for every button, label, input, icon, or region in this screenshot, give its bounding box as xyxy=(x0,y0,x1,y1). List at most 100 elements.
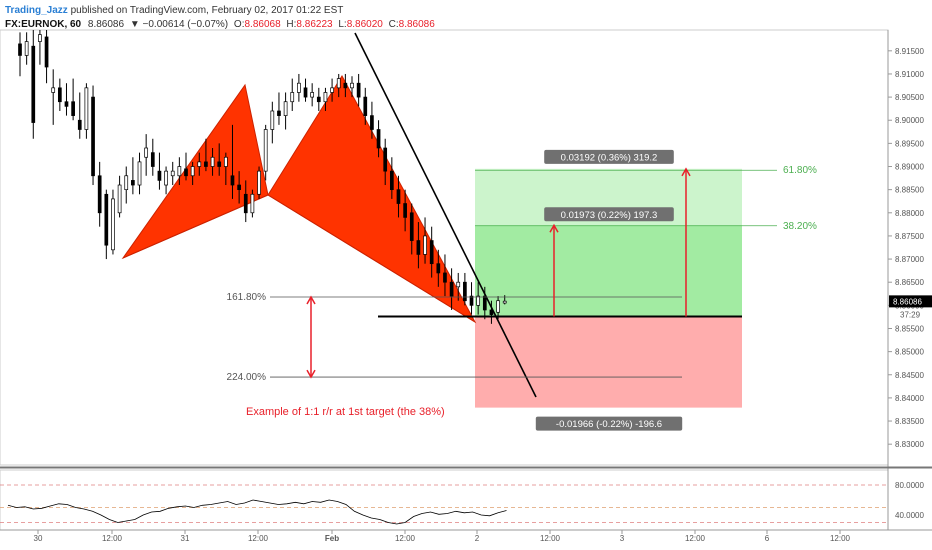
stop-zone xyxy=(475,316,742,408)
candle-body xyxy=(97,175,102,214)
target-2-badge: 0.03192 (0.36%) 319.2 xyxy=(561,152,658,163)
time-tick-label: 12:00 xyxy=(102,534,123,543)
candle-body xyxy=(270,110,275,130)
harmonic-pattern xyxy=(121,75,477,324)
candle-body xyxy=(476,295,481,306)
candle-body xyxy=(356,82,361,98)
time-tick-label: 12:00 xyxy=(830,534,851,543)
candle-body xyxy=(104,193,109,246)
candle-body xyxy=(423,235,427,255)
rsi-tick-label: 80.0000 xyxy=(895,481,924,490)
candle-body xyxy=(303,87,308,98)
candle-body xyxy=(449,281,454,297)
candle-body xyxy=(64,101,69,107)
candle-body xyxy=(150,152,155,167)
candle-body xyxy=(370,115,374,130)
ohlc-l: 8.86020 xyxy=(347,19,384,30)
symbol-label: FX:EURNOK, 60 xyxy=(5,19,82,30)
price-tick-label: 8.90000 xyxy=(895,116,924,125)
candle-body xyxy=(263,129,268,172)
candle-body xyxy=(250,193,255,214)
position-boxes xyxy=(475,168,742,408)
candle-body xyxy=(496,300,500,313)
time-tick-label: 12:00 xyxy=(540,534,561,543)
price-tick-label: 8.91000 xyxy=(895,70,924,79)
candle-body xyxy=(336,78,341,89)
price-tick-label: 8.89500 xyxy=(895,139,924,148)
candle-body xyxy=(190,166,195,177)
target-1-badge-bg xyxy=(544,207,674,222)
publish-info: published on TradingView.com, February 0… xyxy=(68,5,344,16)
candle-body xyxy=(124,175,129,191)
header-line-2: FX:EURNOK, 60 8.86086 ▼ −0.00614 (−0.07%… xyxy=(5,19,435,30)
ohlc-l-label: L: xyxy=(338,19,346,30)
candle-body xyxy=(350,82,354,89)
candle-body xyxy=(436,263,441,274)
last-price: 8.86086 xyxy=(88,19,125,30)
candle-body xyxy=(443,272,447,283)
candle-body xyxy=(84,87,89,130)
candle-body xyxy=(137,161,142,186)
arrow-target-2-head xyxy=(681,167,691,177)
ohlc-c-label: C: xyxy=(389,19,399,30)
pattern-xb-leg xyxy=(122,194,269,259)
rr-annotation: Example of 1:1 r/r at 1st target (the 38… xyxy=(246,406,445,418)
rsi-tick-label: 40.0000 xyxy=(895,511,924,520)
candle-body xyxy=(18,43,22,56)
candle-body xyxy=(44,36,49,68)
pattern-bd-leg xyxy=(267,194,476,323)
time-tick-label: 12:00 xyxy=(395,534,416,543)
candle-body xyxy=(71,101,75,116)
price-tag: 8.86086 xyxy=(893,297,922,306)
ohlc-o-label: O: xyxy=(234,19,245,30)
time-tick-label: 12:00 xyxy=(248,534,269,543)
candle-body xyxy=(316,96,321,103)
drawing-labels: 161.80% 224.00% 61.80% 38.20% 0.03192 (0.36%… xyxy=(227,149,817,431)
target-zone-outer xyxy=(475,168,742,317)
time-axis[interactable]: 30 12:00 31 12:00 Feb 12:00 2 12:00 3 12:00 6 12:00 xyxy=(34,530,851,543)
fib-label-3: 38.20% xyxy=(783,221,817,232)
stop-badge-bg xyxy=(535,416,683,431)
fib-label-1: 224.00% xyxy=(227,372,267,383)
price-tick-label: 8.89000 xyxy=(895,163,924,172)
price-tick-label: 8.88000 xyxy=(895,209,924,218)
target-2-badge-bg xyxy=(544,149,674,164)
time-tick-label: 3 xyxy=(620,534,625,543)
price-axis[interactable]: 8.91500 8.91000 8.90500 8.90000 8.89500 8.890… xyxy=(888,47,932,449)
target-1-badge: 0.01973 (0.22%) 197.3 xyxy=(561,210,658,221)
candle-body xyxy=(429,240,434,265)
price-tick-label: 8.84000 xyxy=(895,394,924,403)
time-tick-label: 12:00 xyxy=(685,534,706,543)
trend-line xyxy=(354,32,537,398)
ohlc-o: 8.86068 xyxy=(244,19,281,30)
candle-body xyxy=(230,175,235,186)
candle-body xyxy=(144,147,149,158)
candle-body xyxy=(217,161,222,167)
candle-body xyxy=(290,92,295,103)
candle-body xyxy=(297,82,301,93)
candle-body xyxy=(489,309,494,315)
candle-body xyxy=(376,129,381,149)
candle-body xyxy=(24,41,29,56)
time-tick-label: 6 xyxy=(765,534,770,543)
price-tick-label: 8.85500 xyxy=(895,324,924,333)
countdown: 37:29 xyxy=(900,310,921,319)
price-tick-label: 8.86500 xyxy=(895,278,924,287)
price-tick-label: 8.87000 xyxy=(895,255,924,264)
candle-body xyxy=(396,189,401,204)
author-link[interactable]: Trading_Jazz xyxy=(5,5,68,16)
candle-body xyxy=(184,168,188,177)
time-tick-label: 31 xyxy=(181,534,190,543)
target-zone-inner xyxy=(475,225,742,317)
candle-body xyxy=(463,281,467,302)
price-tick-label: 8.85000 xyxy=(895,348,924,357)
candle-body xyxy=(237,184,241,191)
ohlc-c: 8.86086 xyxy=(399,19,436,30)
candle-body xyxy=(164,170,168,186)
time-tick-label: 30 xyxy=(34,534,43,543)
candle-body xyxy=(403,203,407,218)
rsi-pane[interactable] xyxy=(0,469,889,531)
candle-body xyxy=(389,170,394,191)
price-tick-label: 8.83500 xyxy=(895,417,924,426)
candle-body xyxy=(343,82,348,89)
